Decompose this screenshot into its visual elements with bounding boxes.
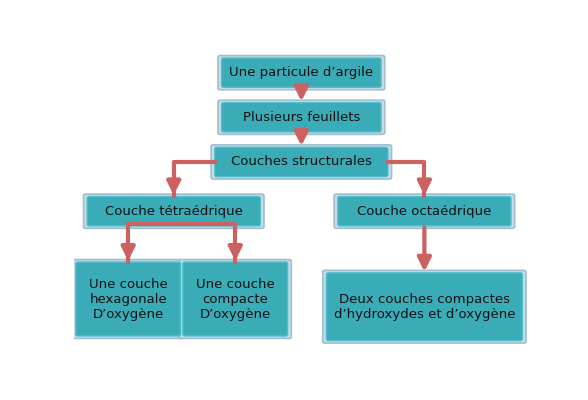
Text: Plusieurs feuillets: Plusieurs feuillets bbox=[243, 111, 360, 124]
FancyBboxPatch shape bbox=[87, 197, 260, 226]
FancyBboxPatch shape bbox=[323, 270, 526, 343]
Text: Une couche
compacte
D’oxygène: Une couche compacte D’oxygène bbox=[196, 278, 275, 320]
FancyBboxPatch shape bbox=[326, 273, 522, 341]
Text: Deux couches compactes
d’hydroxydes et d’oxygène: Deux couches compactes d’hydroxydes et d… bbox=[333, 293, 515, 321]
FancyBboxPatch shape bbox=[76, 262, 181, 336]
FancyBboxPatch shape bbox=[334, 194, 514, 228]
FancyBboxPatch shape bbox=[215, 147, 388, 176]
Text: Couche octaédrique: Couche octaédrique bbox=[357, 205, 492, 218]
Text: Une particule d’argile: Une particule d’argile bbox=[229, 66, 373, 79]
FancyBboxPatch shape bbox=[218, 100, 385, 134]
Text: Couches structurales: Couches structurales bbox=[231, 156, 372, 168]
Text: Une couche
hexagonale
D’oxygène: Une couche hexagonale D’oxygène bbox=[89, 278, 168, 320]
FancyBboxPatch shape bbox=[211, 145, 392, 179]
Text: Couche tétraédrique: Couche tétraédrique bbox=[105, 205, 243, 218]
FancyBboxPatch shape bbox=[183, 262, 288, 336]
FancyBboxPatch shape bbox=[218, 56, 385, 90]
FancyBboxPatch shape bbox=[72, 260, 184, 338]
FancyBboxPatch shape bbox=[222, 58, 381, 87]
FancyBboxPatch shape bbox=[338, 197, 511, 226]
FancyBboxPatch shape bbox=[222, 103, 381, 132]
FancyBboxPatch shape bbox=[83, 194, 264, 228]
FancyBboxPatch shape bbox=[179, 260, 291, 338]
